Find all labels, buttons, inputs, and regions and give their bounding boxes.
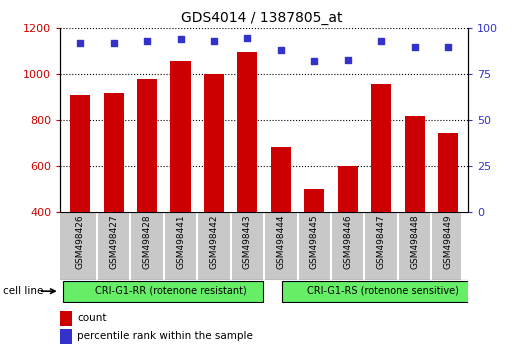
Text: GSM498442: GSM498442 — [209, 215, 219, 269]
Text: GSM498441: GSM498441 — [176, 215, 185, 269]
Text: GSM498448: GSM498448 — [410, 215, 419, 269]
Text: GSM498426: GSM498426 — [76, 215, 85, 269]
Bar — [371, 84, 391, 212]
Point — [310, 59, 319, 64]
Point — [243, 35, 252, 40]
Bar — [104, 93, 123, 212]
Point — [377, 38, 385, 44]
Bar — [70, 95, 90, 212]
Text: GSM498445: GSM498445 — [310, 215, 319, 269]
Bar — [237, 52, 257, 212]
Point — [76, 40, 84, 46]
Point — [176, 36, 185, 42]
Point — [143, 38, 151, 44]
Text: GSM498446: GSM498446 — [343, 215, 352, 269]
Point — [109, 40, 118, 46]
Bar — [438, 133, 458, 212]
Bar — [304, 189, 324, 212]
Bar — [137, 79, 157, 212]
Bar — [338, 166, 358, 212]
Text: GSM498427: GSM498427 — [109, 215, 118, 269]
Text: GSM498447: GSM498447 — [377, 215, 385, 269]
Point — [411, 44, 419, 50]
Bar — [281, 281, 496, 302]
Point — [277, 47, 285, 53]
Bar — [60, 311, 72, 326]
Text: CRI-G1-RS (rotenone sensitive): CRI-G1-RS (rotenone sensitive) — [307, 286, 459, 296]
Text: CRI-G1-RR (rotenone resistant): CRI-G1-RR (rotenone resistant) — [95, 286, 246, 296]
Point — [210, 38, 218, 44]
Text: GDS4014 / 1387805_at: GDS4014 / 1387805_at — [181, 11, 342, 25]
Text: GSM498444: GSM498444 — [276, 215, 286, 269]
Text: cell line: cell line — [3, 286, 43, 296]
Text: GSM498428: GSM498428 — [143, 215, 152, 269]
Bar — [405, 116, 425, 212]
Bar — [170, 61, 190, 212]
Text: count: count — [77, 313, 107, 323]
Text: GSM498443: GSM498443 — [243, 215, 252, 269]
Bar — [60, 329, 72, 344]
Bar — [63, 281, 264, 302]
Text: GSM498449: GSM498449 — [444, 215, 452, 269]
Text: percentile rank within the sample: percentile rank within the sample — [77, 331, 253, 341]
Point — [444, 44, 452, 50]
Bar — [204, 74, 224, 212]
Bar — [271, 147, 291, 212]
Point — [344, 57, 352, 62]
